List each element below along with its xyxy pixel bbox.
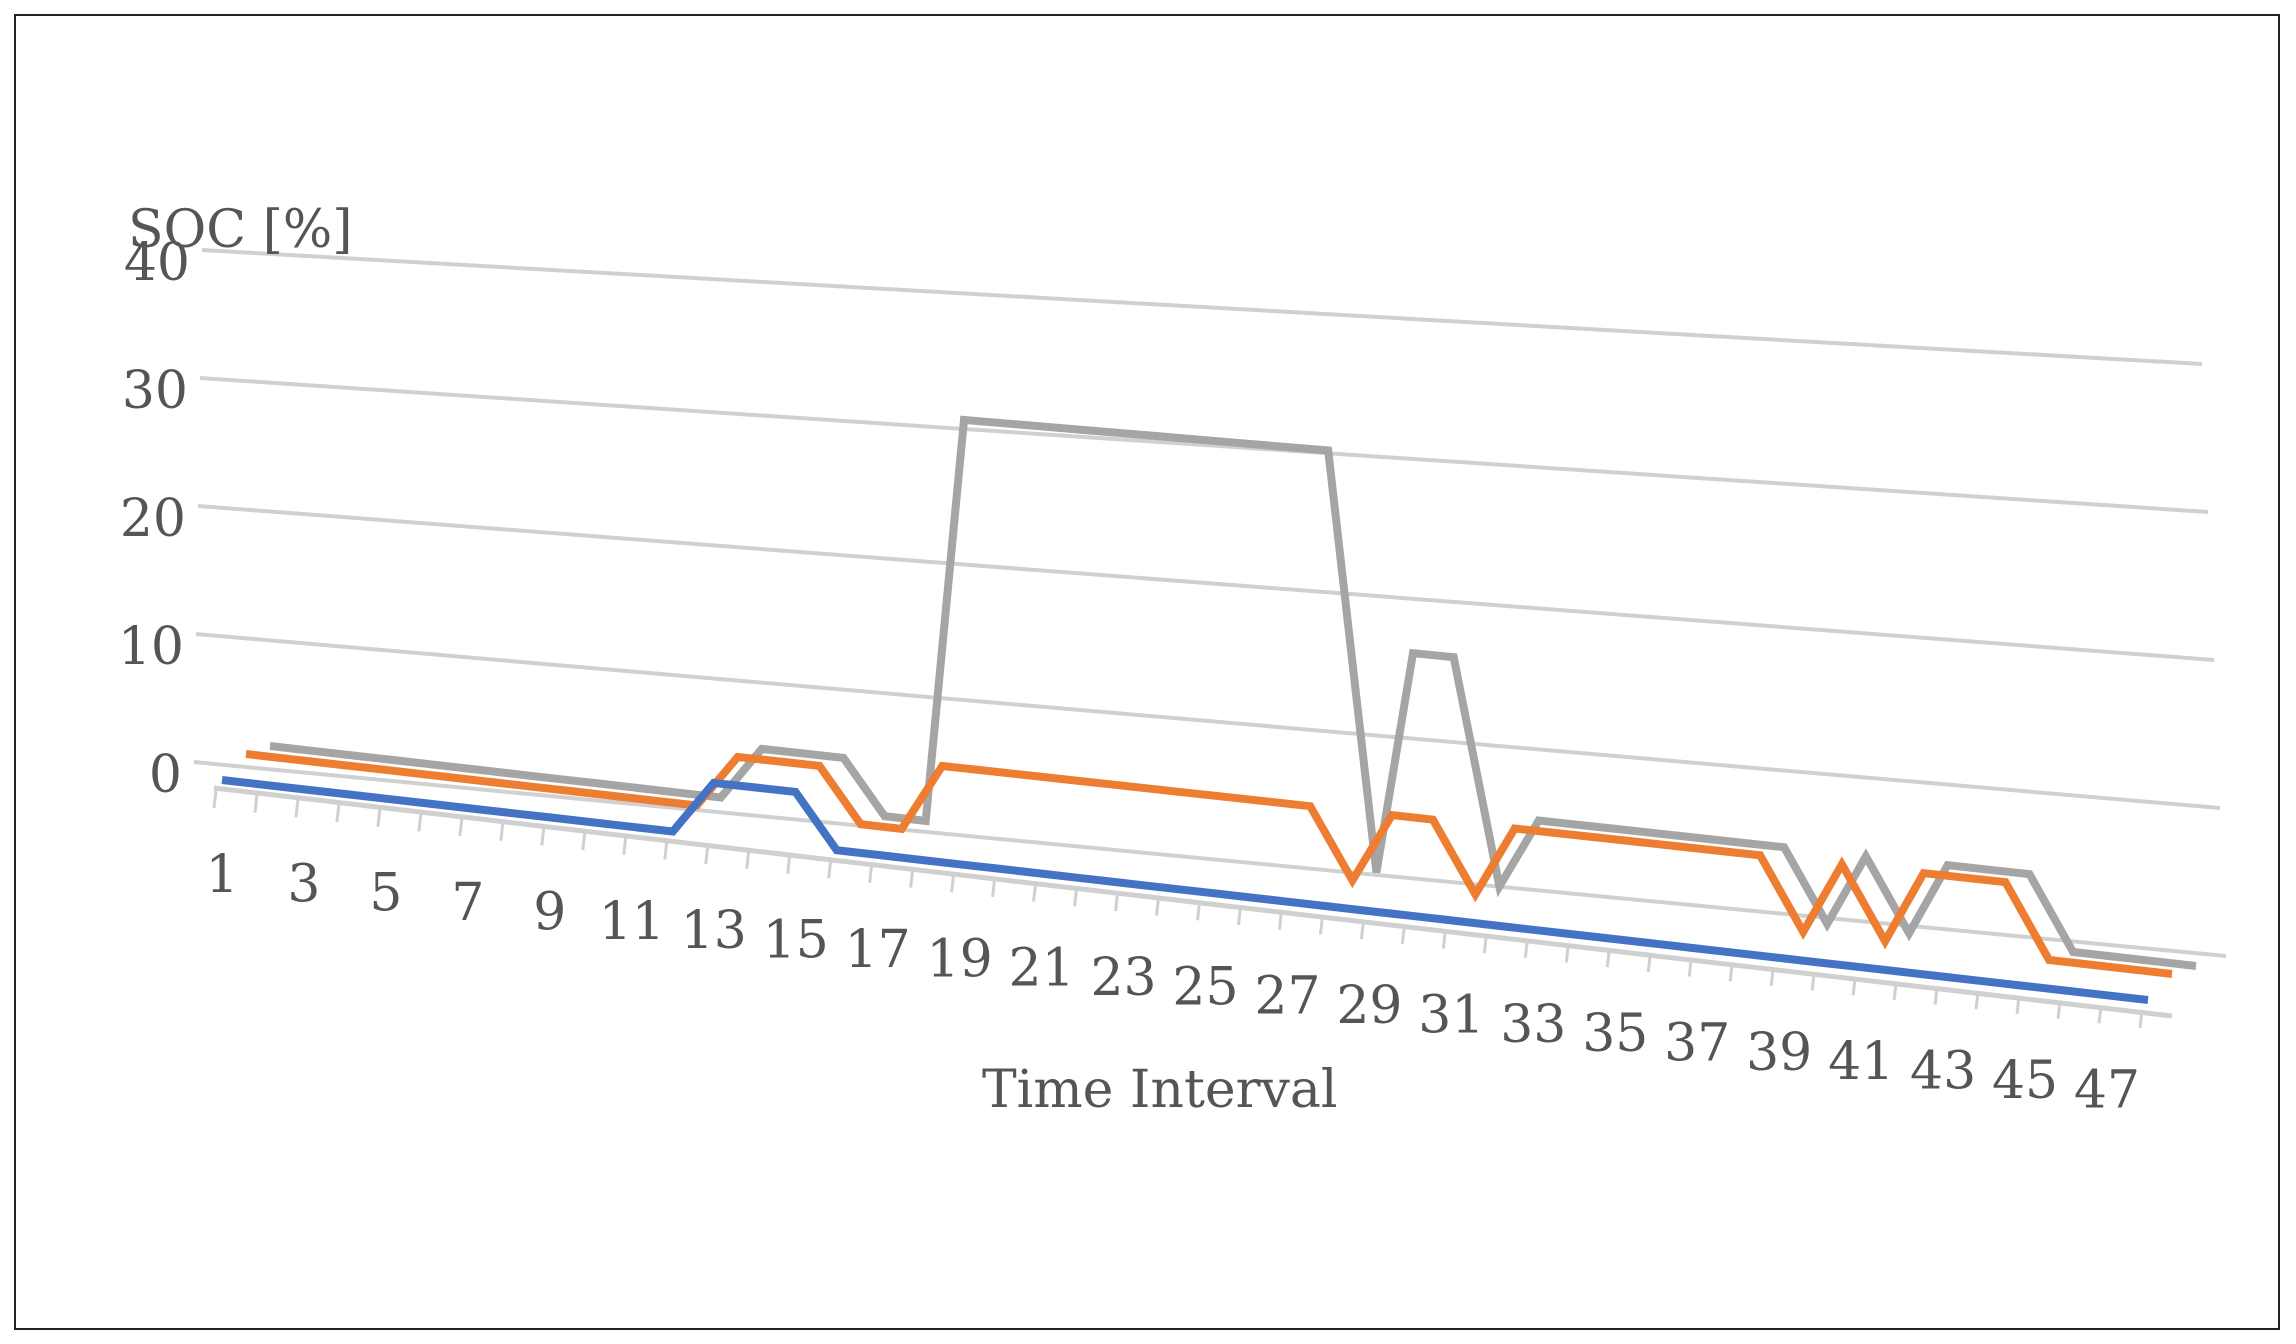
y-tick-label: 20 [120,489,186,549]
x-axis-title: Time Interval [982,1060,1338,1120]
x-tick-mark [1646,953,1652,972]
x-tick-mark [745,850,751,870]
x-tick-label: 37 [1664,1014,1730,1074]
x-tick-label: 19 [927,929,993,989]
x-tick-mark [2097,1005,2103,1024]
x-tick-label: 45 [1992,1051,2058,1111]
x-tick-label: 7 [451,873,484,933]
x-tick-mark [417,813,423,832]
x-tick-mark [1441,930,1447,949]
x-tick-label: 1 [205,845,238,905]
x-tick-mark [335,803,341,823]
x-tick-mark [1810,972,1816,991]
x-tick-label: 43 [1910,1042,1976,1102]
x-tick-mark [458,817,464,837]
x-tick-mark [1851,977,1857,996]
series-line-1 [221,776,2149,1004]
x-tick-label: 3 [287,854,320,914]
x-tick-mark [827,860,833,879]
x-tick-label: 41 [1828,1032,1894,1092]
x-tick-mark [1523,939,1529,958]
x-tick-mark [1769,967,1775,987]
x-tick-label: 13 [681,901,747,961]
chart-frame [14,14,2280,1330]
x-tick-mark [2015,995,2021,1015]
x-tick-mark [1114,892,1120,912]
x-tick-mark [1155,897,1161,916]
x-tick-label: 5 [369,864,402,924]
x-tick-mark [376,808,382,827]
y-tick-label: 30 [122,361,188,421]
x-tick-mark [1318,916,1324,935]
x-tick-mark [1032,883,1038,902]
series-lines [221,415,2197,1004]
x-tick-mark [499,822,505,841]
x-tick-label: 27 [1254,967,1320,1027]
x-tick-mark [1359,920,1365,940]
x-tick-label: 21 [1008,939,1074,999]
gridline-20 [197,504,2215,662]
x-tick-mark [1728,963,1734,982]
x-tick-mark [1400,925,1406,944]
x-tick-label: 9 [533,882,566,942]
x-tick-mark [540,827,546,846]
x-tick-label: 35 [1582,1004,1648,1064]
x-tick-mark [991,878,997,898]
x-tick-mark [2138,1009,2144,1029]
gridline-30 [199,376,2209,514]
x-tick-label: 39 [1746,1023,1812,1083]
x-tick-mark [663,841,669,860]
y-tick-label: 40 [124,233,190,293]
x-tick-label: 17 [845,920,911,980]
x-tick-mark [1933,986,1939,1005]
x-tick-mark [1687,958,1693,977]
x-tick-labels: 1 3 5 7 9 11 13 15 17 19 21 23 25 27 29 31 33 35 37 39 41 43 4… [205,845,2140,1120]
gridline-10 [195,632,2221,810]
x-tick-mark [2056,1000,2062,1019]
x-tick-mark [950,874,956,893]
x-tick-mark [1482,934,1488,954]
gridline-0 [193,760,2227,958]
y-tick-labels: 0 10 20 30 40 [118,233,190,805]
x-tick-label: 31 [1418,985,1484,1045]
x-tick-label: 15 [763,911,829,971]
series-line-2 [245,750,2173,978]
x-tick-mark [253,794,259,813]
x-tick-label: 29 [1336,976,1402,1036]
x-tick-label: 25 [1172,957,1238,1017]
x-tick-mark [1236,906,1242,926]
x-tick-mark [622,836,628,855]
x-tick-mark [1195,902,1201,921]
gridline-40 [201,248,2203,366]
x-tick-mark [581,831,587,851]
x-tick-mark [212,789,218,809]
y-axis-title: SOC [%] [128,200,353,260]
x-tick-mark [294,799,300,818]
x-tick-mark [1605,948,1611,968]
x-tick-label: 47 [2074,1060,2140,1120]
x-tick-label: 23 [1090,948,1156,1008]
y-tick-label: 10 [118,617,184,677]
x-tick-label: 11 [599,892,665,952]
x-tick-mark [1892,981,1898,1001]
gridlines [193,248,2227,958]
y-tick-label: 0 [149,745,182,805]
x-axis [212,785,2173,1029]
x-tick-mark [786,855,792,874]
x-axis-line [213,785,2173,1019]
x-tick-mark [909,869,915,888]
x-tick-mark [1073,888,1079,907]
x-tick-mark [1974,991,1980,1010]
x-tick-mark [704,846,710,865]
x-tick-label: 33 [1500,995,1566,1055]
x-tick-mark [1277,911,1283,930]
series-line-3 [269,415,2197,970]
x-tick-mark [1564,944,1570,963]
x-tick-mark [868,864,874,884]
